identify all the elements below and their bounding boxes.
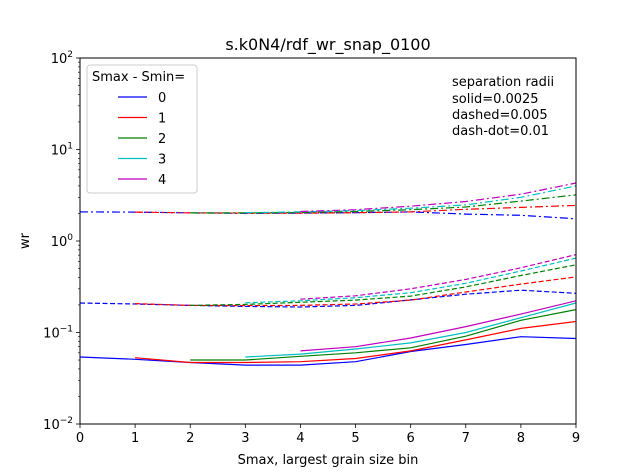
y-tick-label: 100 (51, 233, 74, 250)
x-tick-label: 0 (76, 431, 84, 446)
series-line-solid-4 (300, 300, 576, 352)
x-tick-label: 1 (131, 431, 139, 446)
legend-label: 0 (158, 91, 166, 106)
series-line-solid-2 (190, 309, 576, 361)
series-line-solid-1 (135, 320, 576, 364)
y-tick-label: 10−1 (43, 325, 73, 342)
series-line-dashed-3 (245, 257, 576, 304)
legend-box (86, 64, 198, 194)
annotation-line: dashed=0.005 (452, 108, 548, 123)
series-line-dash-dot-2 (190, 194, 576, 214)
x-axis: 0 1 2 3 4 5 6 7 8 9 (76, 424, 580, 446)
legend-title: Smax - Smin= (92, 70, 185, 85)
legend-entries: 0 1 2 3 4 (118, 91, 166, 188)
legend-label: 2 (158, 132, 166, 147)
series-line-dashed-1 (135, 276, 576, 307)
legend: Smax - Smin= 0 1 2 3 4 (86, 64, 198, 194)
annotation-line: solid=0.0025 (452, 92, 539, 107)
x-tick-label: 6 (407, 431, 415, 446)
x-tick-label: 7 (462, 431, 470, 446)
x-tick-label: 9 (572, 431, 580, 446)
series-line-dashed-0 (80, 289, 576, 308)
y-tick-label: 101 (51, 142, 73, 159)
separation-radii-annotation: separation radii solid=0.0025 dashed=0.0… (452, 75, 554, 139)
legend-label: 1 (158, 112, 166, 127)
series-line-solid-3 (245, 302, 576, 358)
x-tick-label: 5 (351, 431, 359, 446)
chart-title: s.k0N4/rdf_wr_snap_0100 (225, 35, 430, 55)
series-line-dash-dot-4 (300, 182, 576, 213)
x-axis-label: Smax, largest grain size bin (238, 453, 419, 468)
series-line-dashed-4 (300, 254, 576, 300)
y-tick-label: 10−2 (43, 416, 73, 433)
annotation-line: dash-dot=0.01 (452, 124, 549, 139)
legend-label: 4 (158, 173, 166, 188)
series-line-dashed-2 (190, 264, 576, 306)
legend-label: 3 (158, 153, 166, 168)
series-line-solid-0 (80, 336, 576, 366)
x-tick-label: 2 (186, 431, 194, 446)
annotation-line: separation radii (452, 75, 554, 90)
x-tick-label: 8 (517, 431, 525, 446)
y-tick-label: 102 (51, 50, 73, 67)
y-axis: 10−2 10−1 100 101 102 (43, 50, 80, 433)
series-layer (80, 182, 576, 366)
x-tick-label: 4 (296, 431, 304, 446)
y-axis-label: wr (18, 232, 33, 249)
series-line-dash-dot-1 (135, 204, 576, 214)
x-tick-label: 3 (241, 431, 249, 446)
series-line-dash-dot-3 (245, 185, 576, 214)
